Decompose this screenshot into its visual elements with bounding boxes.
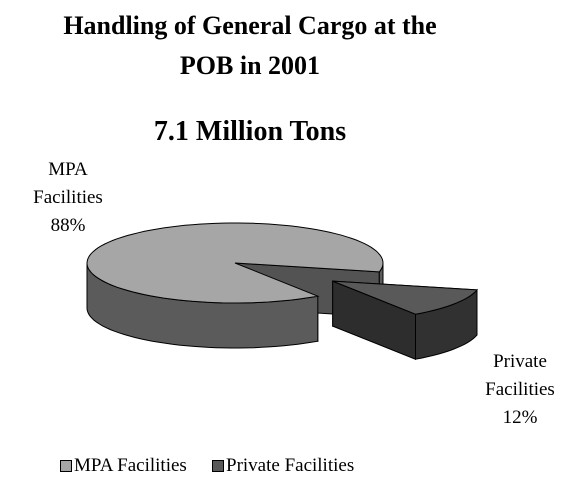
legend-swatch <box>212 460 224 472</box>
legend-label: Private Facilities <box>226 455 355 476</box>
chart-title: Handling of General Cargo at the POB in … <box>63 11 437 80</box>
chart-subtitle: 7.1 Million Tons <box>153 116 347 147</box>
legend-label: MPA Facilities <box>74 455 187 476</box>
slice-top <box>332 280 479 315</box>
data-label-value: 88% <box>50 215 86 236</box>
slice-top <box>86 222 384 304</box>
data-label-name: MPA Facilities <box>33 159 103 208</box>
legend-swatch <box>60 460 72 472</box>
data-label-value: 12% <box>502 407 538 428</box>
data-label-name: Private Facilities <box>485 351 555 400</box>
